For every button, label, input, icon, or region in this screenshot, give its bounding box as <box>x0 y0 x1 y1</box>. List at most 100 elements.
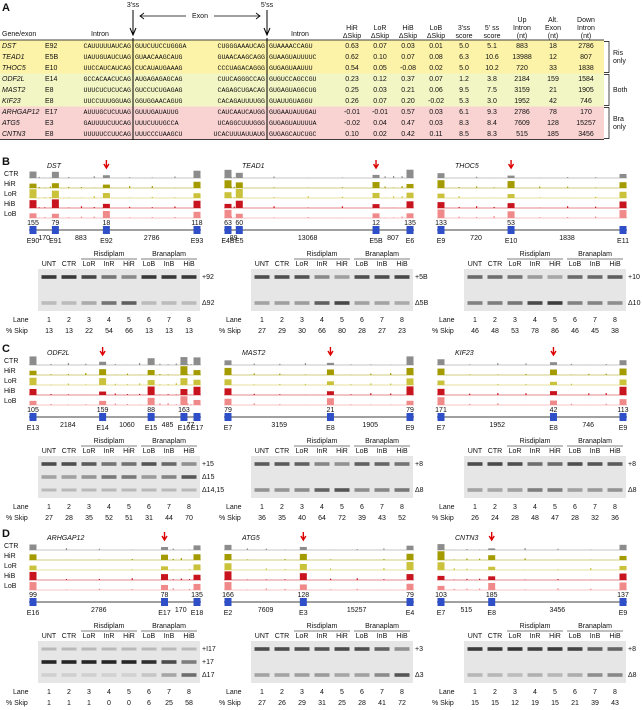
junction-count: 88 <box>147 407 155 414</box>
coverage <box>193 379 201 385</box>
intron-length: 77 <box>187 422 195 429</box>
coverage <box>29 582 37 590</box>
coverage <box>507 175 515 178</box>
exon <box>619 226 627 234</box>
exon-id: E14 <box>45 76 58 83</box>
coverage <box>619 565 627 570</box>
column-header: score <box>455 33 472 40</box>
coverage <box>619 379 627 385</box>
coverage <box>507 203 515 208</box>
gene-name: ATG5 <box>241 535 260 542</box>
coverage <box>393 176 395 178</box>
band-included <box>161 660 177 664</box>
lane-number: 3 <box>300 504 304 511</box>
cell: 10.6 <box>485 54 499 61</box>
column-header: score <box>483 33 500 40</box>
band-included <box>121 462 137 466</box>
junction-count: 105 <box>27 407 39 414</box>
coverage <box>193 554 201 560</box>
coverage <box>476 217 478 218</box>
coverage <box>174 176 176 178</box>
sequence: GUCCUCUGAGAG <box>135 87 183 94</box>
band-skipped <box>274 301 290 305</box>
coverage <box>265 568 267 570</box>
row-bg <box>0 51 604 63</box>
lane-name: LoR <box>83 448 96 455</box>
coverage <box>507 181 515 188</box>
coverage <box>50 403 52 405</box>
skip-value: 70 <box>185 515 193 522</box>
band-other <box>141 488 157 492</box>
exon <box>180 413 188 421</box>
band-included <box>81 275 97 279</box>
coverage <box>326 369 334 375</box>
band-included <box>314 462 330 466</box>
junction-count: 79 <box>224 407 232 414</box>
band-included <box>274 275 290 279</box>
band-skipped <box>294 673 310 677</box>
exon <box>507 226 515 234</box>
coverage <box>29 400 37 405</box>
coverage <box>372 182 380 188</box>
band-label: Δ8 <box>628 487 637 494</box>
coverage <box>406 183 414 188</box>
coverage <box>279 373 281 375</box>
band-skipped <box>181 301 197 305</box>
coverage <box>390 373 392 375</box>
band-other <box>141 647 157 651</box>
cell: 0.26 <box>345 98 359 105</box>
band-skipped <box>61 301 77 305</box>
skip-value: 36 <box>258 515 266 522</box>
coverage <box>567 186 569 188</box>
skip-value: 13 <box>165 328 173 335</box>
coverage <box>151 217 153 218</box>
column-header: Intron <box>513 25 531 32</box>
coverage <box>524 558 526 560</box>
column-header: Intron <box>577 25 595 32</box>
column-header: 3'ss <box>458 25 471 32</box>
band-skipped <box>294 301 310 305</box>
coverage <box>466 568 468 570</box>
exon-label: E13 <box>27 425 40 432</box>
coverage <box>187 403 189 405</box>
cell: 3159 <box>514 87 530 94</box>
row-label: Lane <box>226 689 242 696</box>
lane-number: 5 <box>127 689 131 696</box>
coverage <box>326 391 334 395</box>
lane-name: HiB <box>183 261 195 268</box>
row-bg <box>0 128 604 140</box>
cell: 3.8 <box>487 76 497 83</box>
band-included <box>587 462 603 466</box>
lane-name: HiB <box>396 261 408 268</box>
coverage <box>619 386 627 395</box>
band-skipped <box>141 301 157 305</box>
lane-number: 6 <box>360 504 364 511</box>
lane-name: HiB <box>609 633 621 640</box>
coverage <box>224 192 232 198</box>
cell: 7.5 <box>487 87 497 94</box>
coverage <box>595 187 597 188</box>
group-bracket <box>604 41 610 73</box>
band-included <box>61 462 77 466</box>
coverage <box>265 548 267 550</box>
coverage <box>605 373 607 375</box>
coverage <box>44 207 46 208</box>
skip-value: 52 <box>398 515 406 522</box>
coverage <box>372 174 380 178</box>
coverage <box>619 191 627 198</box>
sequence: AUUUGCUCUUAG <box>84 109 132 116</box>
cell: 0.57 <box>401 109 415 116</box>
band-included <box>567 275 583 279</box>
junction-count: 155 <box>27 220 39 227</box>
skip-value: 45 <box>591 328 599 335</box>
coverage <box>161 574 169 580</box>
header: 5'ss <box>261 2 274 9</box>
lane-number: 2 <box>67 317 71 324</box>
skip-value: 86 <box>551 328 559 335</box>
skip-value: 39 <box>358 515 366 522</box>
coverage <box>304 374 307 375</box>
coverage <box>29 571 37 580</box>
intron-length: 720 <box>470 235 482 242</box>
coverage <box>29 189 37 198</box>
band-skipped <box>334 301 350 305</box>
